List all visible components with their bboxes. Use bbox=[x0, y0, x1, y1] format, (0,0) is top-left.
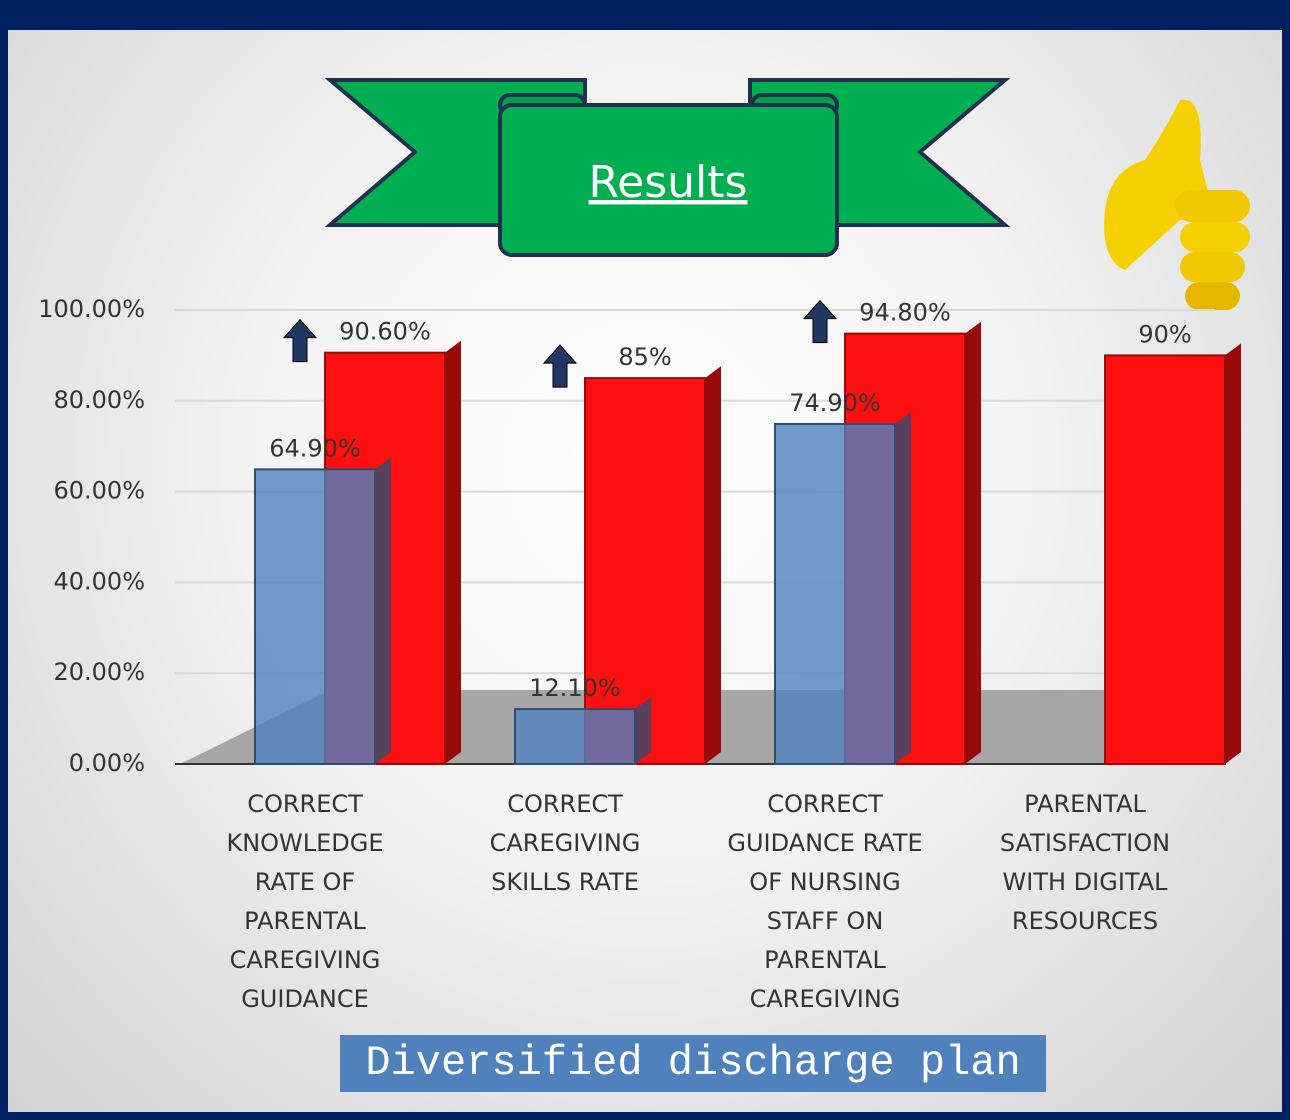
bar-side bbox=[705, 366, 721, 764]
up-arrow bbox=[284, 320, 316, 362]
thumbs-up bbox=[1104, 100, 1250, 310]
up-arrow bbox=[804, 301, 836, 343]
bar-side bbox=[445, 341, 461, 764]
data-label: 85% bbox=[618, 343, 671, 371]
bar-side bbox=[965, 322, 981, 764]
x-tick-label: CORRECT KNOWLEDGE RATE OF PARENTAL CAREG… bbox=[205, 785, 405, 1019]
data-label: 94.80% bbox=[859, 299, 951, 327]
bar bbox=[255, 469, 375, 764]
y-tick-label: 100.00% bbox=[38, 295, 145, 323]
data-label: 64.90% bbox=[269, 434, 361, 462]
data-label: 90.60% bbox=[339, 318, 431, 346]
chart: Results 0.00% 20.00% 40.00% 60.00% 80.00% 100… bbox=[0, 0, 1290, 1120]
bar-side bbox=[1225, 343, 1241, 764]
y-tick-label: 0.00% bbox=[69, 749, 145, 777]
data-label: 90% bbox=[1138, 320, 1191, 348]
bar bbox=[1105, 355, 1225, 764]
x-tick-label: CORRECT GUIDANCE RATE OF NURSING STAFF O… bbox=[725, 785, 925, 1019]
y-tick-label: 40.00% bbox=[53, 567, 145, 595]
y-tick-label: 60.00% bbox=[53, 477, 145, 505]
y-tick-label: 20.00% bbox=[53, 658, 145, 686]
caption: Diversified discharge plan bbox=[340, 1035, 1046, 1092]
y-tick-label: 80.00% bbox=[53, 386, 145, 414]
x-tick-label: CORRECT CAREGIVING SKILLS RATE bbox=[465, 785, 665, 902]
up-arrow bbox=[544, 345, 576, 387]
bar bbox=[515, 709, 635, 764]
data-label: 12.10% bbox=[529, 674, 621, 702]
bar-side bbox=[375, 457, 391, 764]
bar bbox=[775, 424, 895, 764]
chart-title: Results bbox=[589, 157, 748, 208]
data-label: 74.90% bbox=[789, 389, 881, 417]
page: Results 0.00% 20.00% 40.00% 60.00% 80.00% 100… bbox=[0, 0, 1290, 1120]
bar-side bbox=[895, 412, 911, 764]
x-tick-label: PARENTAL SATISFACTION WITH DIGITAL RESOU… bbox=[985, 785, 1185, 941]
